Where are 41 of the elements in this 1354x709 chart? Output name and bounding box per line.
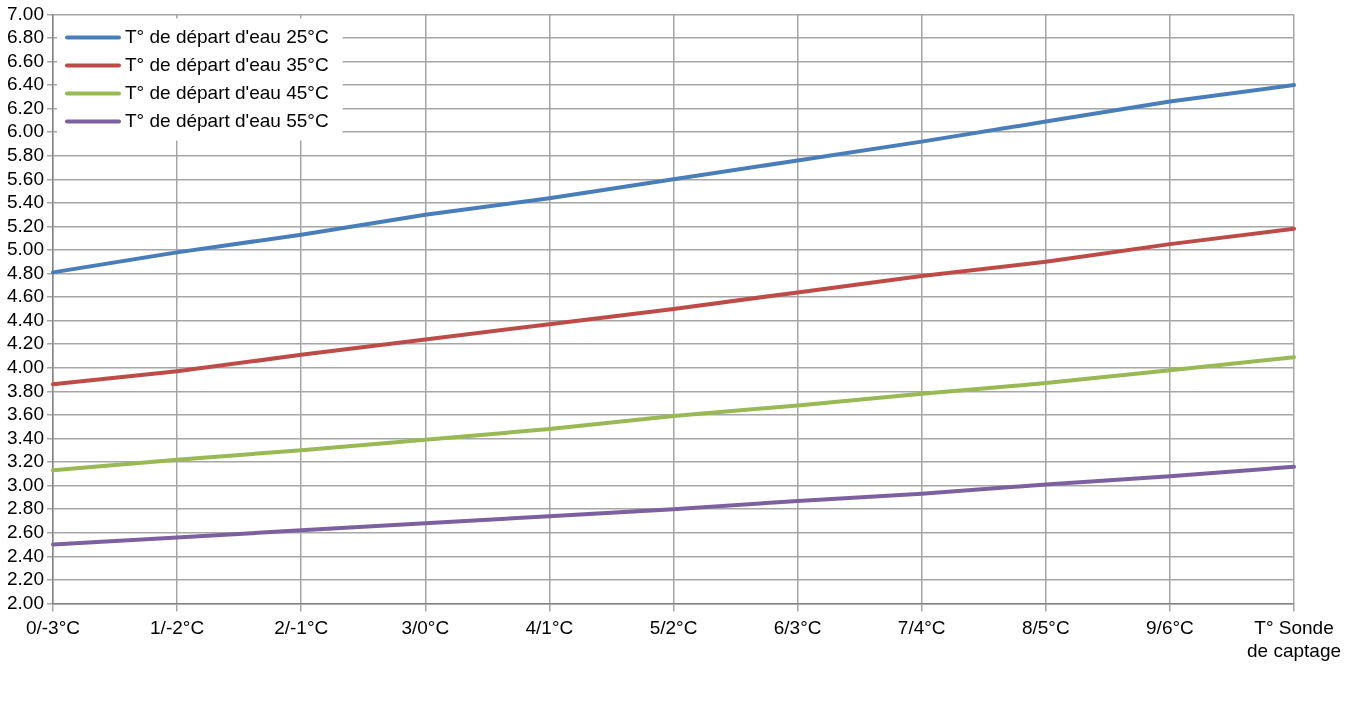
y-tick-label: 6.40 [7,73,44,95]
y-tick-label: 7.00 [7,2,44,24]
y-tick-label: 2.20 [7,568,44,590]
y-tick-label: 3.60 [7,403,44,425]
y-tick-label: 2.40 [7,544,44,566]
y-tick-label: 4.80 [7,261,44,283]
y-tick-label: 5.40 [7,191,44,213]
y-tick-label: 5.80 [7,143,44,165]
x-tick-label: 4/1°C [525,617,574,639]
legend-label: T° de départ d'eau 25°C [124,25,329,47]
y-tick-label: 3.40 [7,426,44,448]
y-tick-label: 3.00 [7,473,44,495]
y-tick-label: 5.00 [7,238,44,260]
legend-label: T° de départ d'eau 45°C [124,81,329,103]
x-tick-label: 3/0°C [401,617,450,639]
y-tick-label: 5.20 [7,214,44,236]
y-tick-label: 4.60 [7,285,44,307]
y-tick-label: 3.80 [7,379,44,401]
y-tick-label: 2.60 [7,520,44,542]
x-tick-label: 0/-3°C [25,617,81,639]
legend-label: T° de départ d'eau 35°C [124,53,329,75]
x-tick-label: 6/3°C [773,617,822,639]
y-tick-label: 4.40 [7,308,44,330]
y-tick-label: 5.60 [7,167,44,189]
y-tick-label: 4.00 [7,356,44,378]
y-tick-label: 2.00 [7,591,44,613]
y-tick-label: 6.80 [7,26,44,48]
x-tick-label: 9/6°C [1146,617,1194,639]
y-tick-label: 3.20 [7,450,44,472]
x-tick-label: 1/-2°C [150,617,205,639]
x-tick-label: 2/-1°C [274,617,329,639]
y-tick-label: 6.00 [7,120,44,142]
y-tick-label: 2.80 [7,497,44,519]
x-tick-label: 8/5°C [1021,617,1070,639]
y-tick-label: 4.20 [7,332,44,354]
x-tick-label: 5/2°C [649,617,698,639]
x-tick-label: 7/4°C [897,617,946,639]
y-tick-label: 6.20 [7,96,44,118]
legend-label: T° de départ d'eau 55°C [124,109,329,131]
x-tick-label: T° Sonde de captage [1246,617,1342,661]
y-tick-label: 6.60 [7,49,44,71]
